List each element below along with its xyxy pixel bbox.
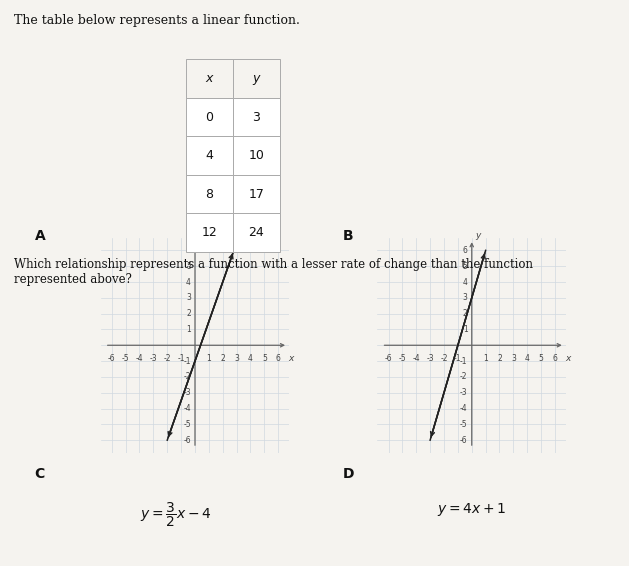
Text: x: x <box>289 354 294 363</box>
Text: 1: 1 <box>483 354 488 363</box>
Text: -2: -2 <box>183 372 191 381</box>
Text: -6: -6 <box>385 354 392 363</box>
Text: -3: -3 <box>426 354 434 363</box>
Text: -4: -4 <box>460 404 467 413</box>
Text: 3: 3 <box>252 111 260 123</box>
Text: 6: 6 <box>552 354 557 363</box>
Text: The table below represents a linear function.: The table below represents a linear func… <box>14 14 299 27</box>
Text: A: A <box>35 229 45 243</box>
Text: -2: -2 <box>460 372 467 381</box>
Text: y: y <box>253 72 260 85</box>
Text: -5: -5 <box>122 354 130 363</box>
Text: 6: 6 <box>186 246 191 255</box>
Text: 1: 1 <box>206 354 211 363</box>
Text: -4: -4 <box>183 404 191 413</box>
Text: x: x <box>206 72 213 85</box>
Text: -1: -1 <box>454 354 462 363</box>
Text: 4: 4 <box>186 277 191 286</box>
Text: -5: -5 <box>460 420 467 429</box>
Text: Which relationship represents a function with a lesser rate of change than the f: Which relationship represents a function… <box>14 258 533 285</box>
Text: 3: 3 <box>234 354 239 363</box>
Text: 3: 3 <box>186 293 191 302</box>
Text: 5: 5 <box>538 354 543 363</box>
Text: 10: 10 <box>248 149 264 162</box>
Text: -3: -3 <box>183 388 191 397</box>
Text: 1: 1 <box>463 325 467 334</box>
Text: $y = \dfrac{3}{2}x - 4$: $y = \dfrac{3}{2}x - 4$ <box>140 501 212 529</box>
Text: -6: -6 <box>183 436 191 445</box>
Text: B: B <box>343 229 353 243</box>
Text: x: x <box>565 354 571 363</box>
Text: -6: -6 <box>460 436 467 445</box>
Text: $y = 4x + 1$: $y = 4x + 1$ <box>437 501 506 518</box>
Text: C: C <box>35 467 45 481</box>
Text: -1: -1 <box>177 354 185 363</box>
Text: 5: 5 <box>262 354 267 363</box>
Text: -3: -3 <box>460 388 467 397</box>
Text: 4: 4 <box>248 354 253 363</box>
Text: -3: -3 <box>150 354 157 363</box>
Text: -2: -2 <box>440 354 448 363</box>
Text: -5: -5 <box>399 354 406 363</box>
Text: 17: 17 <box>248 188 264 200</box>
Text: 3: 3 <box>463 293 467 302</box>
Text: 6: 6 <box>276 354 281 363</box>
Text: 4: 4 <box>463 277 467 286</box>
Text: 4: 4 <box>205 149 213 162</box>
Text: -1: -1 <box>183 357 191 366</box>
Text: -1: -1 <box>460 357 467 366</box>
Text: 2: 2 <box>463 309 467 318</box>
Text: 2: 2 <box>220 354 225 363</box>
Text: 0: 0 <box>205 111 213 123</box>
Text: -5: -5 <box>183 420 191 429</box>
Text: 2: 2 <box>186 309 191 318</box>
Text: -2: -2 <box>164 354 171 363</box>
Text: 8: 8 <box>205 188 213 200</box>
Text: 24: 24 <box>248 226 264 239</box>
Text: 4: 4 <box>525 354 530 363</box>
Text: 12: 12 <box>201 226 217 239</box>
Text: 6: 6 <box>463 246 467 255</box>
Text: D: D <box>343 467 354 481</box>
Text: 1: 1 <box>186 325 191 334</box>
Text: y: y <box>199 231 204 240</box>
Text: y: y <box>476 231 481 240</box>
Text: -4: -4 <box>136 354 143 363</box>
Text: 5: 5 <box>463 261 467 271</box>
Text: -6: -6 <box>108 354 116 363</box>
Text: -4: -4 <box>413 354 420 363</box>
Text: 2: 2 <box>497 354 502 363</box>
Text: 5: 5 <box>186 261 191 271</box>
Text: 3: 3 <box>511 354 516 363</box>
